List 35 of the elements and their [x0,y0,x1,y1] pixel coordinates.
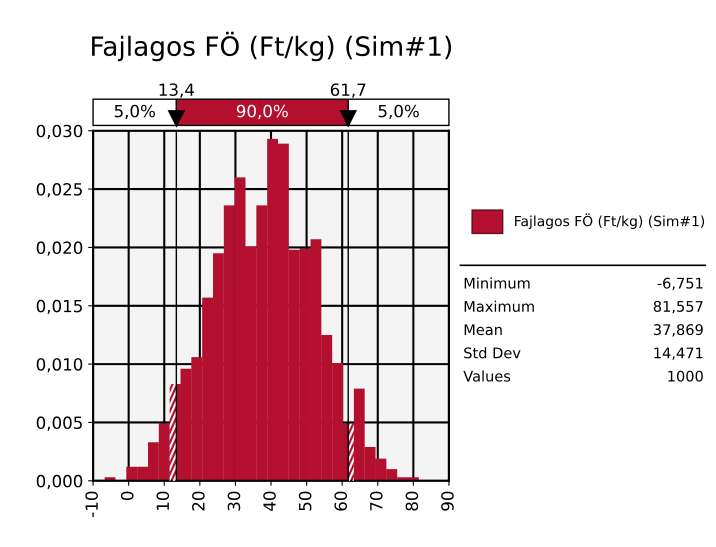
x-tick-label: 0 [120,492,134,500]
y-tick-label: 0,010 [36,358,82,372]
x-tick-label: 20 [192,492,205,511]
text: Values [463,370,510,382]
legend-label: Fajlagos FÖ (Ft/kg) (Sim#1) [515,213,704,229]
ref-line-label: 13,4 [160,83,194,98]
text: 81,557 [654,300,703,314]
y-tick-label: 0,030 [36,124,82,140]
x-tick-label: 10 [156,492,170,510]
x-tick-label: 70 [370,492,383,510]
text: Std Dev [464,347,521,358]
text: 90,0% [236,104,288,120]
text: Minimum [464,277,530,289]
y-tick-label: 0,020 [36,241,82,256]
x-tick-label: 40 [263,492,276,511]
text: -6,751 [658,278,702,290]
text: 5,0% [378,104,419,120]
text: 14,471 [654,348,702,360]
chart-title: Fajlagos FÖ (Ft/kg) (Sim#1) [92,32,452,62]
x-tick-label: -10 [85,492,98,517]
x-tick-label: 90 [441,492,454,511]
text: 1000 [668,370,703,382]
y-tick-label: 0,015 [36,300,82,314]
y-tick-label: 0,025 [36,183,82,198]
x-tick-label: 60 [334,492,348,511]
text: Mean [464,324,502,336]
x-tick-label: 80 [406,492,418,511]
y-tick-label: 0,005 [36,416,82,431]
text: Maximum [464,300,534,312]
x-tick-label: 30 [228,492,240,510]
ref-line-label: 61,7 [330,83,366,98]
text: 37,869 [654,324,703,337]
y-tick-label: 0,000 [36,474,82,490]
text: 5,0% [114,104,155,120]
x-tick-label: 50 [298,492,312,510]
